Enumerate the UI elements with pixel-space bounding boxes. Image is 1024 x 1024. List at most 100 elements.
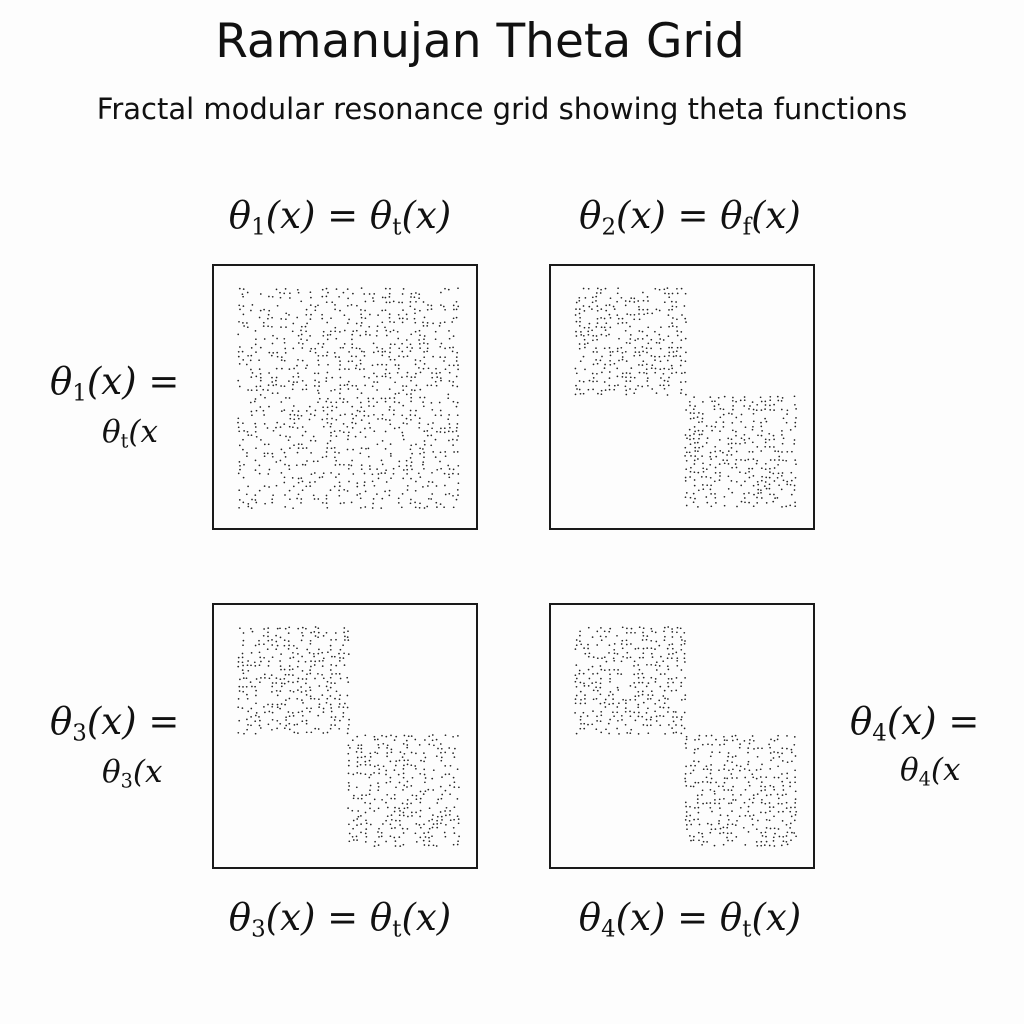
texture-dot <box>772 806 775 808</box>
texture-dot <box>373 735 376 738</box>
texture-dot <box>369 802 372 805</box>
texture-dot <box>419 836 422 839</box>
texture-dot <box>292 383 294 386</box>
texture-dot <box>592 339 594 342</box>
texture-dot <box>398 465 401 468</box>
texture-dot <box>654 359 656 361</box>
texture-dot <box>271 644 274 646</box>
texture-dot <box>283 337 286 340</box>
texture-dot <box>709 802 712 804</box>
texture-dot <box>785 421 788 424</box>
texture-dot <box>371 364 374 367</box>
texture-dot <box>355 364 358 367</box>
texture-dot <box>271 381 274 383</box>
texture-dot <box>600 714 603 717</box>
texture-dot <box>747 810 750 813</box>
texture-dot <box>364 755 366 758</box>
texture-dot <box>747 763 749 766</box>
texture-dot <box>372 297 374 299</box>
texture-dot <box>275 383 278 386</box>
texture-dot <box>413 389 416 392</box>
texture-dot <box>583 722 586 725</box>
texture-dot <box>292 426 294 429</box>
texture-dot <box>297 493 300 496</box>
texture-dot <box>685 321 687 323</box>
texture-dot <box>342 398 345 400</box>
texture-dot <box>731 823 734 826</box>
texture-dot <box>402 743 405 745</box>
texture-dot <box>384 400 387 403</box>
side-label-theta1-line2: θt(x <box>102 414 158 453</box>
texture-dot <box>650 716 653 719</box>
texture-dot <box>398 836 401 838</box>
texture-dot <box>402 404 405 407</box>
texture-dot <box>276 694 279 697</box>
texture-dot <box>694 446 697 449</box>
texture-dot <box>642 656 644 659</box>
texture-dot <box>369 427 371 429</box>
texture-dot <box>258 489 261 492</box>
texture-dot <box>448 364 451 367</box>
texture-dot <box>646 308 649 311</box>
texture-dot <box>338 652 340 655</box>
texture-dot <box>398 392 400 395</box>
texture-dot <box>317 392 320 394</box>
texture-dot <box>780 844 783 847</box>
texture-dot <box>331 673 333 675</box>
texture-dot <box>394 364 397 366</box>
texture-dot <box>419 452 421 455</box>
texture-dot <box>368 293 371 295</box>
texture-dot <box>350 501 353 504</box>
texture-dot <box>697 450 699 453</box>
texture-dot <box>659 685 662 688</box>
texture-dot <box>271 718 274 721</box>
texture-dot <box>367 415 370 417</box>
texture-dot <box>346 383 349 386</box>
texture-dot <box>434 380 437 383</box>
texture-dot <box>582 334 585 337</box>
texture-dot <box>702 840 705 843</box>
texture-dot <box>660 326 662 329</box>
texture-dot <box>296 647 298 650</box>
texture-dot <box>296 680 299 683</box>
texture-dot <box>284 347 287 350</box>
texture-dot <box>310 707 312 710</box>
texture-dot <box>453 756 456 758</box>
texture-dot <box>692 839 695 842</box>
texture-dot <box>386 744 389 747</box>
texture-dot <box>329 695 332 697</box>
texture-dot <box>427 485 429 487</box>
texture-dot <box>246 455 248 458</box>
texture-dot <box>422 448 424 450</box>
texture-dot <box>642 652 645 655</box>
texture-dot <box>672 716 674 718</box>
texture-dot <box>774 450 776 452</box>
texture-dot <box>646 647 649 649</box>
texture-dot <box>440 756 443 759</box>
texture-dot <box>414 738 417 741</box>
texture-dot <box>685 504 688 507</box>
texture-dot <box>693 396 695 398</box>
texture-dot <box>431 777 434 780</box>
texture-dot <box>285 312 288 315</box>
texture-dot <box>339 657 341 659</box>
texture-dot <box>314 660 317 663</box>
texture-dot <box>727 789 730 791</box>
texture-dot <box>752 425 754 428</box>
texture-dot <box>744 459 747 462</box>
texture-dot <box>242 686 244 688</box>
texture-dot <box>287 680 290 683</box>
texture-dot <box>254 426 257 428</box>
texture-dot <box>768 806 771 808</box>
texture-dot <box>348 785 351 787</box>
texture-dot <box>363 484 366 487</box>
texture-dot <box>300 477 303 479</box>
texture-dot <box>301 626 304 629</box>
texture-dot <box>388 489 391 492</box>
texture-dot <box>359 334 362 337</box>
texture-dot <box>718 479 721 481</box>
texture-dot <box>692 437 695 440</box>
texture-dot <box>352 417 354 420</box>
texture-dot <box>346 288 349 290</box>
texture-dot <box>325 451 328 453</box>
